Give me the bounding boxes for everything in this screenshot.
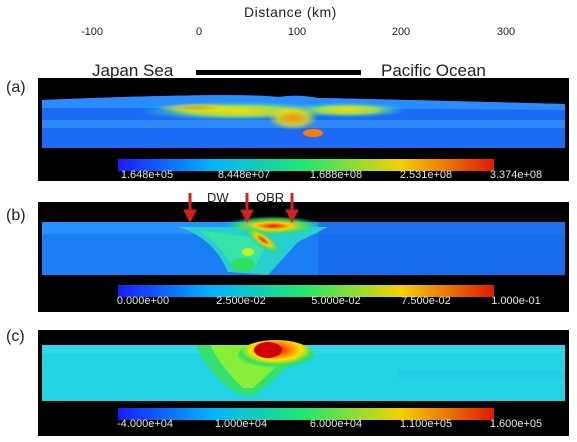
colorbar-c-label: 1.000e+04 xyxy=(214,418,268,430)
colorbar-c-label: 6.000e+04 xyxy=(309,418,363,430)
colorbar-b-label: 0.000e+00 xyxy=(116,295,170,307)
colorbar-a-label: 8.448e+07 xyxy=(217,169,271,181)
axis-tick: 300 xyxy=(496,26,516,38)
colorbar-b-label: 1.000e-01 xyxy=(491,295,541,307)
colorbar-b-label: 2.500e-02 xyxy=(216,295,266,307)
axis-tick: 0 xyxy=(195,26,203,38)
panel-label-c: (c) xyxy=(6,328,25,345)
colorbar-a xyxy=(118,159,494,171)
panel-label-b: (b) xyxy=(6,207,26,224)
panel-c-field xyxy=(42,340,565,420)
panel-a-field xyxy=(42,95,565,171)
arrowhead-mid xyxy=(240,209,254,224)
colorbar-c-label: 1.100e+05 xyxy=(399,418,453,430)
axis-tick: -100 xyxy=(80,26,104,38)
axis-tick: 100 xyxy=(287,26,307,38)
colorbar-c-label: 1.600e+05 xyxy=(489,418,543,430)
panel-a: 1.648e+05 8.448e+07 1.688e+08 2.531e+08 … xyxy=(38,78,569,181)
section-bar xyxy=(196,70,361,75)
axis-title: Distance (km) xyxy=(244,4,337,20)
colorbar-c-label: -4.000e+04 xyxy=(117,418,173,430)
panel-label-a: (a) xyxy=(6,79,26,96)
colorbar-c xyxy=(118,408,494,420)
arrowhead-dw xyxy=(183,209,197,224)
region-label-right: Pacific Ocean xyxy=(381,61,486,80)
colorbar-a-label: 3.374e+08 xyxy=(489,169,543,181)
panel-b: 0.000e+00 2.500e-02 5.000e-02 7.500e-02 … xyxy=(38,202,569,312)
colorbar-b-label: 7.500e-02 xyxy=(401,295,451,307)
region-label-left: Japan Sea xyxy=(92,61,174,80)
panel-b-field xyxy=(42,216,565,297)
arrowhead-obr xyxy=(285,209,299,224)
annotation-dw: DW xyxy=(207,190,229,205)
colorbar-a-label: 2.531e+08 xyxy=(399,169,453,181)
annotation-obr: OBR xyxy=(256,190,285,205)
colorbar-a-label: 1.688e+08 xyxy=(309,169,363,181)
colorbar-a-label: 1.648e+05 xyxy=(120,169,174,181)
colorbar-b-label: 5.000e-02 xyxy=(311,295,361,307)
panel-c: -4.000e+04 1.000e+04 6.000e+04 1.100e+05… xyxy=(38,330,569,436)
colorbar-b xyxy=(118,285,494,297)
axis-tick: 200 xyxy=(391,26,411,38)
